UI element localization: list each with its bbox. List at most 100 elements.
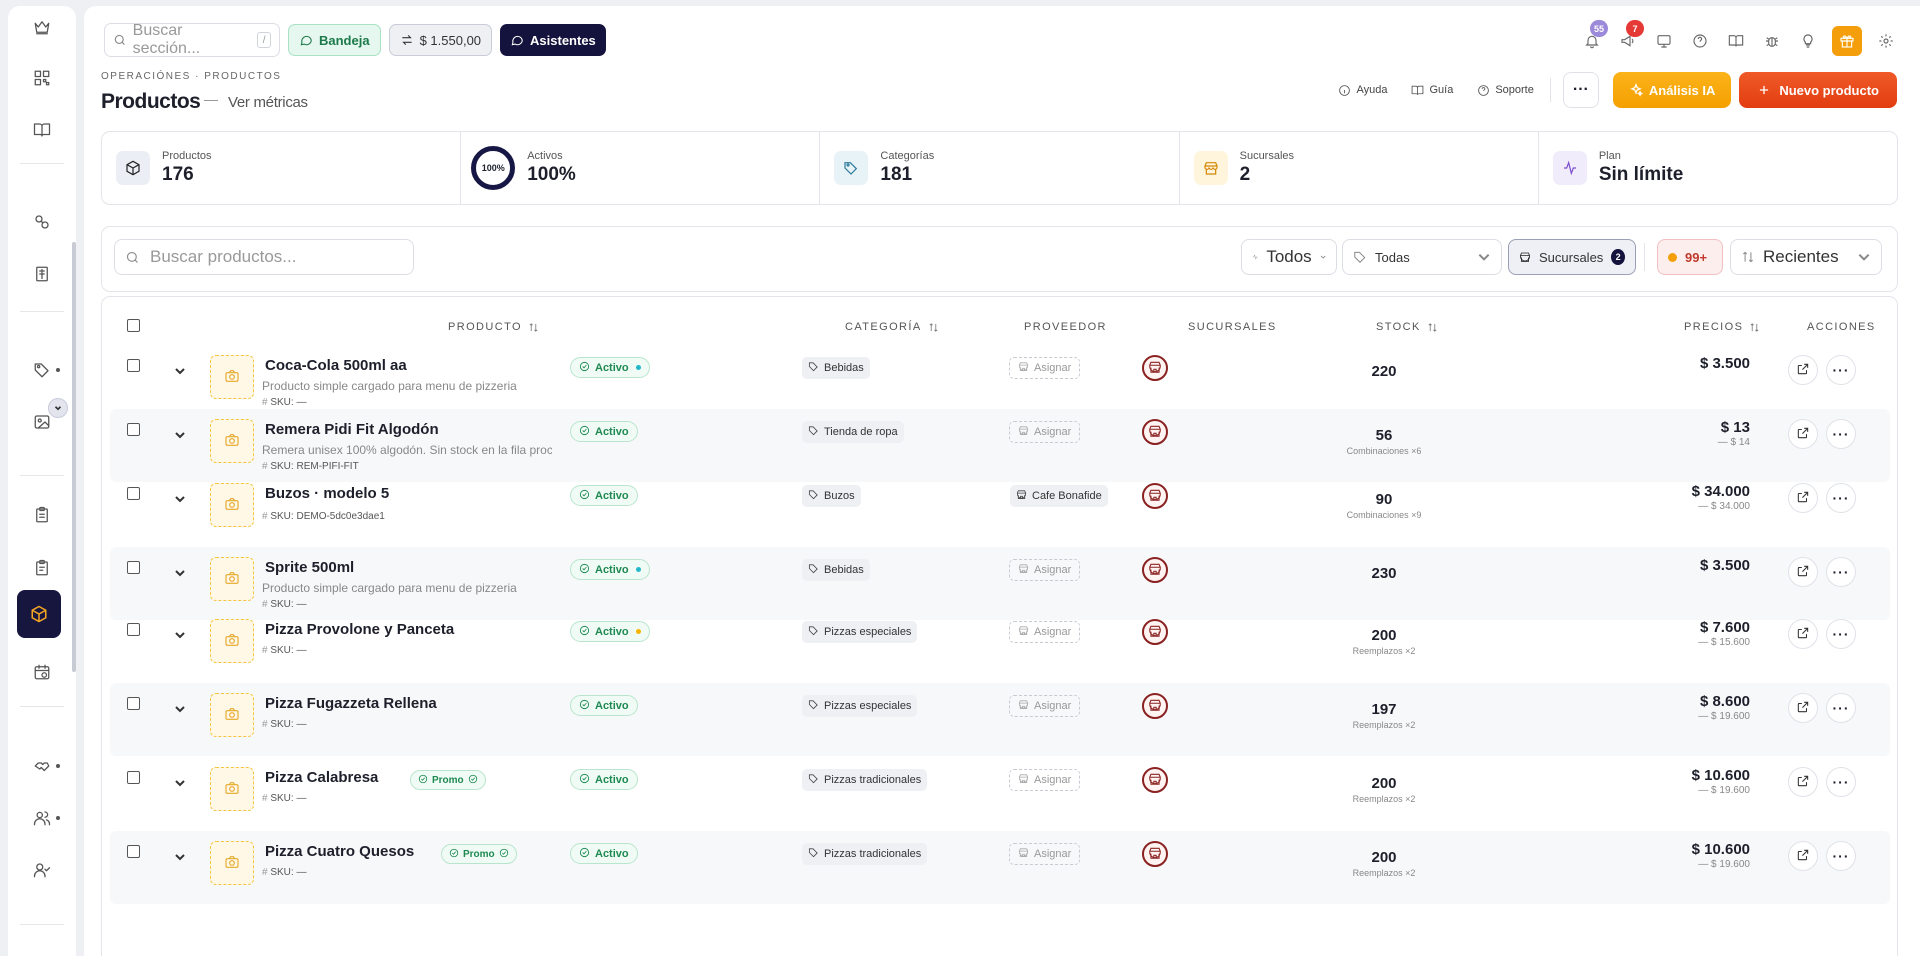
product-name[interactable]: Pizza Cuatro Quesos xyxy=(265,843,415,860)
column-header-stock[interactable]: STOCK xyxy=(1376,321,1438,333)
product-image-placeholder[interactable] xyxy=(210,483,254,527)
receipt-icon[interactable] xyxy=(29,261,55,287)
open-product-button[interactable] xyxy=(1788,767,1818,797)
row-more-button[interactable]: ··· xyxy=(1826,355,1856,385)
category-chip[interactable]: Bebidas xyxy=(802,357,870,379)
table-row[interactable]: Pizza Calabresa # SKU: — Promo Activo Pizzas… xyxy=(110,757,1890,830)
qr-code-icon[interactable] xyxy=(29,65,55,91)
product-image-placeholder[interactable] xyxy=(210,619,254,663)
table-row[interactable]: Pizza Provolone y Panceta # SKU: — Activo P… xyxy=(110,609,1890,682)
provider-chip[interactable]: Cafe Bonafide xyxy=(1010,485,1108,507)
table-row[interactable]: Coca-Cola 500ml aa Producto simple cargad… xyxy=(110,345,1890,418)
open-product-button[interactable] xyxy=(1788,557,1818,587)
table-row[interactable]: Sprite 500ml Producto simple cargado para… xyxy=(110,547,1890,620)
clipboard-icon[interactable] xyxy=(29,502,55,528)
assign-provider-button[interactable]: Asignar xyxy=(1009,421,1081,443)
select-all-checkbox[interactable] xyxy=(127,319,140,332)
expand-row-chevron-icon[interactable] xyxy=(174,851,186,863)
new-product-button[interactable]: Nuevo producto xyxy=(1739,72,1897,108)
assign-provider-button[interactable]: Asignar xyxy=(1009,559,1081,581)
bandeja-button[interactable]: Bandeja xyxy=(288,24,381,56)
product-name[interactable]: Buzos · modelo 5 xyxy=(265,485,390,502)
section-search-input[interactable]: Buscar sección... / xyxy=(104,22,280,57)
product-image-placeholder[interactable] xyxy=(210,419,254,463)
users-icon[interactable] xyxy=(29,805,55,831)
status-filter-select[interactable]: Todos xyxy=(1241,239,1337,275)
table-row[interactable]: Pizza Cuatro Quesos # SKU: — Promo Activo Pi… xyxy=(110,831,1890,904)
category-chip[interactable]: Bebidas xyxy=(802,559,870,581)
branch-store-button[interactable] xyxy=(1142,419,1168,445)
asistentes-button[interactable]: Asistentes xyxy=(500,24,606,56)
table-row[interactable]: Pizza Fugazzeta Rellena # SKU: — Activo Piz… xyxy=(110,683,1890,756)
row-checkbox[interactable] xyxy=(127,423,140,436)
expand-row-chevron-icon[interactable] xyxy=(174,703,186,715)
sidebar-item-products[interactable] xyxy=(17,590,61,638)
sidebar-scrollbar[interactable] xyxy=(72,242,76,672)
stat-branches[interactable]: Sucursales 2 xyxy=(1180,132,1539,204)
assign-provider-button[interactable]: Asignar xyxy=(1009,769,1081,791)
product-search-input[interactable]: Buscar productos... xyxy=(114,239,414,275)
category-chip[interactable]: Buzos xyxy=(802,485,861,507)
expand-row-chevron-icon[interactable] xyxy=(174,429,186,441)
table-row[interactable]: Buzos · modelo 5 # SKU: DEMO-5dc0e3dae1 Ac… xyxy=(110,473,1890,546)
branches-filter-button[interactable]: Sucursales 2 xyxy=(1508,239,1636,275)
category-chip[interactable]: Pizzas especiales xyxy=(802,695,918,717)
alerts-filter-button[interactable]: 99+ xyxy=(1657,239,1723,275)
open-product-button[interactable] xyxy=(1788,841,1818,871)
branch-store-button[interactable] xyxy=(1142,557,1168,583)
row-checkbox[interactable] xyxy=(127,561,140,574)
assign-provider-button[interactable]: Asignar xyxy=(1009,621,1081,643)
support-link[interactable]: Soporte xyxy=(1469,84,1542,97)
table-row[interactable]: Remera Pidi Fit Algodón Remera unisex 100… xyxy=(110,409,1890,482)
row-checkbox[interactable] xyxy=(127,623,140,636)
open-product-button[interactable] xyxy=(1788,619,1818,649)
product-name[interactable]: Pizza Fugazzeta Rellena xyxy=(265,695,437,712)
product-name[interactable]: Remera Pidi Fit Algodón xyxy=(265,421,439,438)
clipboard-list-icon[interactable] xyxy=(29,555,55,581)
product-image-placeholder[interactable] xyxy=(210,557,254,601)
expand-row-chevron-icon[interactable] xyxy=(174,365,186,377)
bug-report-button[interactable] xyxy=(1760,29,1784,53)
sidebar-collapse-button[interactable] xyxy=(48,398,68,418)
more-actions-button[interactable]: ··· xyxy=(1562,72,1599,108)
row-checkbox[interactable] xyxy=(127,771,140,784)
gift-button[interactable] xyxy=(1832,26,1862,56)
settings-button[interactable] xyxy=(1874,29,1898,53)
messages-button[interactable]: 7 xyxy=(1616,20,1644,53)
branch-store-button[interactable] xyxy=(1142,483,1168,509)
product-image-placeholder[interactable] xyxy=(210,693,254,737)
product-name[interactable]: Pizza Calabresa xyxy=(265,769,379,786)
row-more-button[interactable]: ··· xyxy=(1826,767,1856,797)
open-product-button[interactable] xyxy=(1788,483,1818,513)
column-header-prices[interactable]: PRECIOS xyxy=(1684,321,1760,333)
column-header-product[interactable]: PRODUCTO xyxy=(448,321,539,333)
product-image-placeholder[interactable] xyxy=(210,767,254,811)
stat-plan[interactable]: Plan Sin límite xyxy=(1539,132,1897,204)
category-chip[interactable]: Tienda de ropa xyxy=(802,421,904,443)
tags-icon[interactable] xyxy=(29,357,55,383)
row-checkbox[interactable] xyxy=(127,359,140,372)
stat-products[interactable]: Productos 176 xyxy=(102,132,462,204)
product-name[interactable]: Coca-Cola 500ml aa xyxy=(265,357,407,374)
product-name[interactable]: Sprite 500ml xyxy=(265,559,355,576)
docs-button[interactable] xyxy=(1724,29,1748,53)
assign-provider-button[interactable]: Asignar xyxy=(1009,843,1081,865)
monitor-button[interactable] xyxy=(1652,29,1676,53)
user-check-icon[interactable] xyxy=(29,857,55,883)
category-filter-select[interactable]: Todas xyxy=(1342,239,1502,275)
assign-provider-button[interactable]: Asignar xyxy=(1009,357,1081,379)
column-header-category[interactable]: CATEGORÍA xyxy=(845,321,939,333)
notifications-button[interactable]: 55 xyxy=(1580,20,1608,53)
row-more-button[interactable]: ··· xyxy=(1826,693,1856,723)
image-icon[interactable] xyxy=(29,409,55,435)
row-more-button[interactable]: ··· xyxy=(1826,619,1856,649)
open-product-button[interactable] xyxy=(1788,355,1818,385)
stat-categories[interactable]: Categorías 181 xyxy=(820,132,1180,204)
balance-button[interactable]: $ 1.550,00 xyxy=(388,24,493,56)
product-image-placeholder[interactable] xyxy=(210,355,254,399)
open-product-button[interactable] xyxy=(1788,693,1818,723)
help-button[interactable] xyxy=(1688,29,1712,53)
category-chip[interactable]: Pizzas tradicionales xyxy=(802,843,928,865)
category-chip[interactable]: Pizzas tradicionales xyxy=(802,769,928,791)
row-checkbox[interactable] xyxy=(127,845,140,858)
